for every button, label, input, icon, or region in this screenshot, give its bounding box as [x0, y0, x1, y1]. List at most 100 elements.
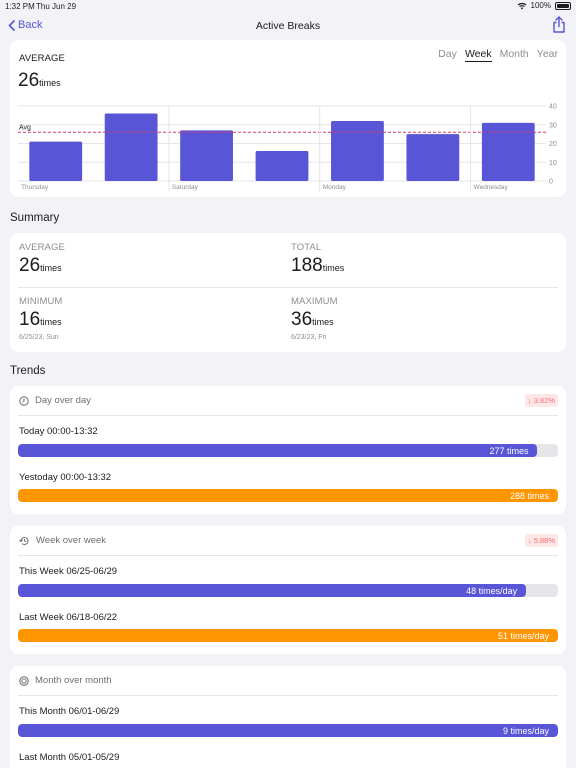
summary-minimum-unit: times [40, 317, 62, 327]
trend-bar-value: 288 times [509, 490, 549, 501]
bar-tuesday [406, 134, 460, 181]
status-bar: 1:32 PM Thu Jun 29 100% [0, 0, 576, 12]
summary-maximum-label: MAXIMUM [291, 296, 338, 307]
summary-average-unit: times [40, 263, 62, 273]
wifi-icon [517, 2, 526, 9]
back-label: Back [18, 19, 43, 31]
trend-bar-value: 9 times/day [502, 725, 549, 736]
trend-card-week: Week over week ↓ 5.88% This Week 06/25-0… [10, 526, 566, 654]
battery-percent: 100% [530, 1, 551, 10]
trend-header: Day over day [19, 395, 91, 406]
trend-bar-value: 48 times/day [466, 585, 518, 596]
status-time: 1:32 PM [5, 2, 35, 11]
summary-maximum-unit: times [312, 317, 334, 327]
trend-bar-fill: 277 times [18, 444, 538, 457]
bar-sunday [255, 151, 309, 181]
summary-average-label: AVERAGE [19, 242, 65, 253]
navigation-bar: Back Active Breaks [0, 13, 576, 39]
trend-bar-value: 277 times [489, 445, 529, 456]
segment-week[interactable]: Week [464, 48, 492, 62]
x-tick-label: Thursday [21, 184, 49, 191]
summary-divider [18, 287, 558, 288]
overview-card: AVERAGE 26times Day Week Month Year 0 10 2… [10, 40, 566, 197]
summary-title: Summary [10, 212, 60, 224]
summary-minimum-date: 6/25/23, Sun [19, 334, 59, 341]
segment-day[interactable]: Day [438, 48, 457, 60]
summary-maximum-date: 6/23/23, Fri [291, 334, 327, 341]
share-button[interactable] [552, 16, 566, 38]
trend-header: Month over month [19, 675, 112, 686]
page-title: Active Breaks [255, 20, 321, 32]
trend-title: Week over week [36, 535, 107, 546]
trend-bar-track: 9 times/day [18, 724, 558, 737]
summary-average: AVERAGE 26times [19, 242, 65, 277]
summary-card: AVERAGE 26times TOTAL 188times MINIMUM 1… [10, 233, 566, 352]
y-tick-label: 20 [549, 141, 557, 148]
clock-icon [19, 395, 29, 406]
summary-total-label: TOTAL [291, 242, 322, 253]
trend-title: Month over month [35, 675, 112, 686]
target-icon [19, 675, 29, 686]
trend-bar-fill: 288 times [18, 489, 558, 502]
trend-bar-value: 51 times/day [497, 630, 549, 641]
y-tick-label: 30 [549, 122, 557, 129]
trend-card-day: Day over day ↓ 3.82% Today 00:00-13:32 2… [10, 386, 566, 514]
bar-monday [331, 121, 384, 181]
summary-maximum: MAXIMUM 36times 6/23/23, Fri [291, 296, 338, 341]
average-label: Avg [19, 124, 31, 131]
trend-row-label: This Month 06/01-06/29 [19, 706, 120, 717]
status-date: Thu Jun 29 [36, 2, 77, 11]
summary-minimum-label: MINIMUM [19, 296, 63, 307]
status-right: 100% [517, 1, 571, 10]
y-tick-label: 0 [549, 179, 553, 186]
trend-divider [18, 415, 558, 416]
x-tick-label: Saturday [172, 184, 199, 191]
trend-bar-fill: 51 times/day [18, 629, 558, 642]
summary-average-value: 26 [19, 255, 41, 276]
y-tick-label: 10 [549, 160, 557, 167]
x-tick-label: Monday [323, 184, 347, 191]
summary-total-unit: times [322, 263, 345, 273]
bar-friday [104, 113, 158, 181]
trend-title: Day over day [35, 395, 91, 406]
bar-saturday [180, 130, 233, 181]
trend-row-label: Last Month 05/01-05/29 [19, 752, 120, 763]
period-segmented-control: Day Week Month Year [438, 48, 558, 62]
trend-row-label: Last Week 06/18-06/22 [19, 612, 118, 623]
trend-bar-track: 48 times/day [18, 584, 558, 597]
summary-total-value: 188 [291, 255, 323, 276]
change-badge: ↓ 5.88% [524, 534, 558, 547]
summary-minimum: MINIMUM 16times 6/25/23, Sun [19, 296, 62, 341]
refresh-icon [19, 536, 29, 545]
battery-icon [555, 1, 571, 10]
summary-total: TOTAL 188times [291, 242, 344, 277]
trend-bar-fill: 48 times/day [18, 584, 527, 597]
summary-maximum-value: 36 [291, 309, 313, 330]
trend-row-label: This Week 06/25-06/29 [19, 566, 118, 577]
trend-header: Week over week [19, 535, 106, 546]
trend-bar-track: 288 times [18, 489, 558, 502]
bar-wednesday [481, 122, 535, 181]
chevron-left-icon [8, 19, 15, 31]
summary-minimum-value: 16 [19, 309, 41, 330]
trend-bar-track: 277 times [18, 444, 558, 457]
trend-card-month: Month over month This Month 06/01-06/29 … [10, 666, 566, 768]
bar-thursday [29, 141, 83, 181]
trend-divider [18, 695, 558, 696]
overview-number: 26 [18, 70, 40, 91]
overview-unit: times [39, 78, 61, 88]
weekly-bar-chart: 0 10 20 30 40 Avg Thursday Saturday Monday Wednes… [18, 104, 557, 191]
x-tick-label: Wednesday [474, 184, 509, 191]
trends-title: Trends [10, 365, 46, 377]
share-icon [553, 16, 565, 33]
segment-month[interactable]: Month [499, 48, 529, 60]
trend-bar-fill: 9 times/day [18, 724, 558, 737]
change-badge: ↓ 3.82% [524, 394, 558, 407]
y-tick-label: 40 [549, 104, 557, 111]
segment-year[interactable]: Year [536, 48, 558, 60]
trend-row-label: Today 00:00-13:32 [19, 426, 98, 437]
trend-bar-track: 51 times/day [18, 629, 558, 642]
trend-row-label: Yestoday 00:00-13:32 [19, 472, 112, 483]
back-button[interactable]: Back [8, 19, 42, 31]
overview-value: 26times [18, 70, 61, 92]
